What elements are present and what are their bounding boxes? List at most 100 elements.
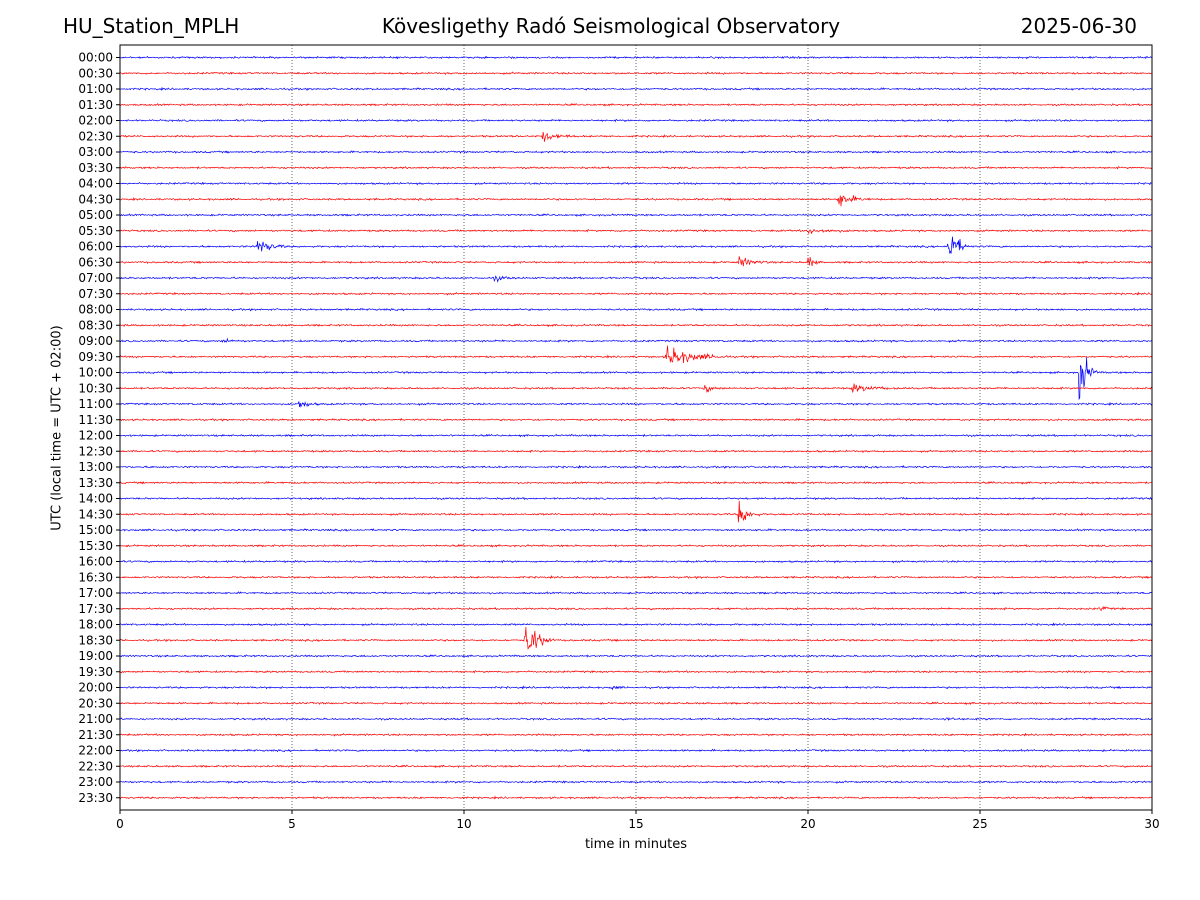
y-tick-label: 21:00: [78, 712, 113, 726]
x-tick-label: 0: [116, 817, 124, 831]
trace-0530: [119, 228, 1153, 235]
y-tick-label: 07:00: [78, 271, 113, 285]
y-tick-label: 20:30: [78, 696, 113, 710]
y-tick-label: 19:30: [78, 665, 113, 679]
y-tick-label: 18:30: [78, 633, 113, 647]
y-tick-label: 17:00: [78, 586, 113, 600]
y-tick-label: 20:00: [78, 681, 113, 695]
trace-1830: [119, 626, 1153, 650]
x-tick-label: 25: [972, 817, 987, 831]
trace-2300: [119, 780, 1153, 785]
trace-2200: [119, 748, 1153, 753]
y-tick-label: 01:30: [78, 98, 113, 112]
trace-1030: [119, 383, 1153, 394]
trace-1900: [119, 654, 1153, 658]
y-tick-label: 04:30: [78, 192, 113, 206]
trace-0730: [120, 291, 1153, 296]
trace-1500: [119, 528, 1153, 532]
trace-0130: [119, 102, 1153, 107]
y-tick-label: 14:30: [78, 507, 113, 521]
trace-0600: [119, 236, 1153, 255]
y-tick-label: 06:00: [78, 240, 113, 254]
y-tick-label: 13:00: [78, 460, 113, 474]
y-tick-label: 16:30: [78, 570, 113, 584]
chart-title: Kövesligethy Radó Seismological Observat…: [381, 14, 841, 38]
trace-1800: [119, 622, 1153, 627]
y-tick-label: 02:30: [78, 129, 113, 143]
trace-0030: [119, 71, 1153, 76]
y-tick-label: 12:00: [78, 429, 113, 443]
trace-2030: [119, 701, 1153, 706]
x-tick-label: 30: [1144, 817, 1159, 831]
x-tick-label: 20: [800, 817, 815, 831]
trace-2130: [119, 732, 1153, 737]
trace-1700: [119, 591, 1153, 595]
trace-0700: [119, 275, 1153, 283]
x-tick-label: 15: [628, 817, 643, 831]
y-tick-label: 09:30: [78, 350, 113, 364]
trace-0500: [119, 213, 1153, 217]
trace-1000: [120, 357, 1152, 401]
y-tick-label: 04:00: [78, 177, 113, 191]
y-tick-label: 05:30: [78, 224, 113, 238]
trace-1400: [119, 496, 1153, 501]
y-tick-label: 02:00: [78, 114, 113, 128]
y-tick-label: 07:30: [78, 287, 113, 301]
trace-2000: [119, 685, 1153, 691]
x-tick-label: 10: [456, 817, 471, 831]
trace-0330: [119, 165, 1153, 170]
y-tick-label: 21:30: [78, 728, 113, 742]
y-tick-label: 11:00: [78, 397, 113, 411]
trace-0000: [119, 55, 1153, 60]
y-tick-label: 11:30: [78, 413, 113, 427]
trace-2330: [119, 795, 1153, 800]
chart-date: 2025-06-30: [1020, 14, 1137, 38]
y-tick-label: 17:30: [78, 602, 113, 616]
y-tick-label: 09:00: [78, 334, 113, 348]
y-axis-label: UTC (local time = UTC + 02:00): [49, 325, 65, 531]
y-tick-label: 08:30: [78, 318, 113, 332]
y-tick-label: 10:30: [78, 381, 113, 395]
trace-1430: [119, 500, 1153, 523]
y-tick-label: 06:30: [78, 255, 113, 269]
trace-0100: [119, 86, 1153, 91]
trace-0430: [119, 195, 1153, 207]
trace-0900: [119, 337, 1153, 344]
y-tick-label: 14:00: [78, 492, 113, 506]
station-name: HU_Station_MPLH: [63, 14, 240, 38]
y-tick-label: 03:00: [78, 145, 113, 159]
y-tick-label: 22:30: [78, 759, 113, 773]
x-tick-layer: 0 5 10 15 20 25 30: [116, 810, 1160, 831]
trace-layer: [119, 55, 1153, 800]
trace-2100: [119, 717, 1153, 721]
trace-0630: [119, 256, 1153, 267]
y-tick-label: 19:00: [78, 649, 113, 663]
trace-0400: [119, 181, 1152, 186]
grid-layer: [291, 45, 981, 810]
y-tick-label: 10:00: [78, 366, 113, 380]
y-tick-label: 15:00: [78, 523, 113, 537]
y-tick-label: 15:30: [78, 539, 113, 553]
y-tick-label: 01:00: [78, 82, 113, 96]
y-tick-label: 13:30: [78, 476, 113, 490]
trace-1300: [119, 464, 1153, 469]
x-tick-label: 5: [288, 817, 296, 831]
trace-0200: [119, 118, 1153, 123]
trace-1600: [120, 559, 1153, 564]
trace-1530: [119, 543, 1153, 548]
trace-0830: [120, 323, 1153, 328]
y-tick-label: 08:00: [78, 303, 113, 317]
trace-0930: [119, 345, 1153, 364]
y-tick-label: 18:00: [78, 618, 113, 632]
trace-1200: [119, 433, 1153, 438]
trace-2230: [119, 764, 1153, 769]
trace-0300: [119, 150, 1153, 154]
y-tick-label: 22:00: [78, 744, 113, 758]
trace-0230: [119, 131, 1153, 142]
trace-0800: [119, 307, 1153, 312]
y-tick-label: 05:00: [78, 208, 113, 222]
trace-1330: [119, 480, 1153, 485]
y-tick-label: 00:00: [78, 51, 113, 65]
